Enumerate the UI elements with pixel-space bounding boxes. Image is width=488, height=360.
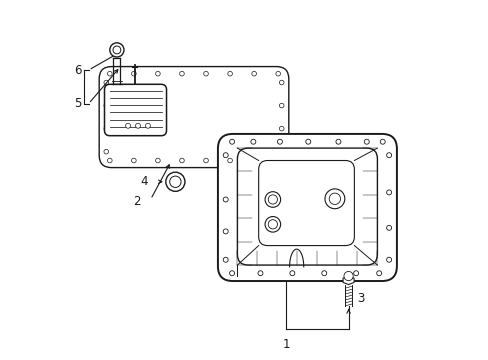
- Circle shape: [131, 71, 136, 76]
- Circle shape: [279, 80, 284, 85]
- Circle shape: [135, 123, 140, 128]
- Circle shape: [203, 71, 208, 76]
- Circle shape: [104, 80, 108, 85]
- Circle shape: [321, 271, 326, 276]
- Circle shape: [104, 103, 108, 108]
- Polygon shape: [343, 276, 353, 284]
- Circle shape: [104, 126, 108, 131]
- Circle shape: [325, 189, 344, 209]
- Circle shape: [223, 229, 228, 234]
- Circle shape: [277, 139, 282, 144]
- Circle shape: [155, 158, 160, 163]
- Circle shape: [376, 271, 381, 276]
- Circle shape: [223, 153, 228, 158]
- Circle shape: [251, 158, 256, 163]
- Circle shape: [223, 257, 228, 262]
- Circle shape: [353, 271, 358, 276]
- Text: 1: 1: [282, 338, 289, 351]
- Circle shape: [386, 257, 391, 262]
- FancyBboxPatch shape: [104, 84, 166, 136]
- Circle shape: [364, 139, 368, 144]
- Circle shape: [104, 149, 108, 154]
- Text: 4: 4: [141, 175, 148, 188]
- Circle shape: [343, 271, 352, 281]
- Circle shape: [279, 103, 284, 108]
- Circle shape: [165, 172, 184, 192]
- Circle shape: [275, 71, 280, 76]
- Circle shape: [179, 71, 184, 76]
- Circle shape: [229, 271, 234, 276]
- Text: 2: 2: [132, 195, 140, 208]
- Circle shape: [145, 123, 150, 128]
- Circle shape: [335, 139, 340, 144]
- Circle shape: [251, 71, 256, 76]
- Circle shape: [258, 271, 263, 276]
- Circle shape: [386, 153, 391, 158]
- Circle shape: [386, 225, 391, 230]
- Circle shape: [223, 197, 228, 202]
- Circle shape: [275, 158, 280, 163]
- Circle shape: [110, 43, 124, 57]
- Circle shape: [279, 149, 284, 154]
- Circle shape: [380, 139, 385, 144]
- Circle shape: [264, 216, 280, 232]
- Circle shape: [155, 71, 160, 76]
- Circle shape: [107, 71, 112, 76]
- Circle shape: [279, 126, 284, 131]
- Circle shape: [179, 158, 184, 163]
- Text: 5: 5: [74, 97, 81, 110]
- Circle shape: [227, 158, 232, 163]
- Circle shape: [250, 139, 255, 144]
- Circle shape: [305, 139, 310, 144]
- Circle shape: [289, 271, 294, 276]
- Circle shape: [203, 158, 208, 163]
- FancyBboxPatch shape: [218, 134, 396, 281]
- FancyBboxPatch shape: [237, 148, 377, 265]
- Text: 6: 6: [74, 64, 81, 77]
- Circle shape: [229, 139, 234, 144]
- Circle shape: [107, 158, 112, 163]
- Circle shape: [131, 158, 136, 163]
- FancyBboxPatch shape: [99, 67, 288, 168]
- Circle shape: [125, 123, 130, 128]
- Circle shape: [264, 192, 280, 207]
- Circle shape: [386, 190, 391, 195]
- Circle shape: [227, 71, 232, 76]
- Text: 3: 3: [357, 292, 364, 305]
- FancyBboxPatch shape: [258, 161, 354, 246]
